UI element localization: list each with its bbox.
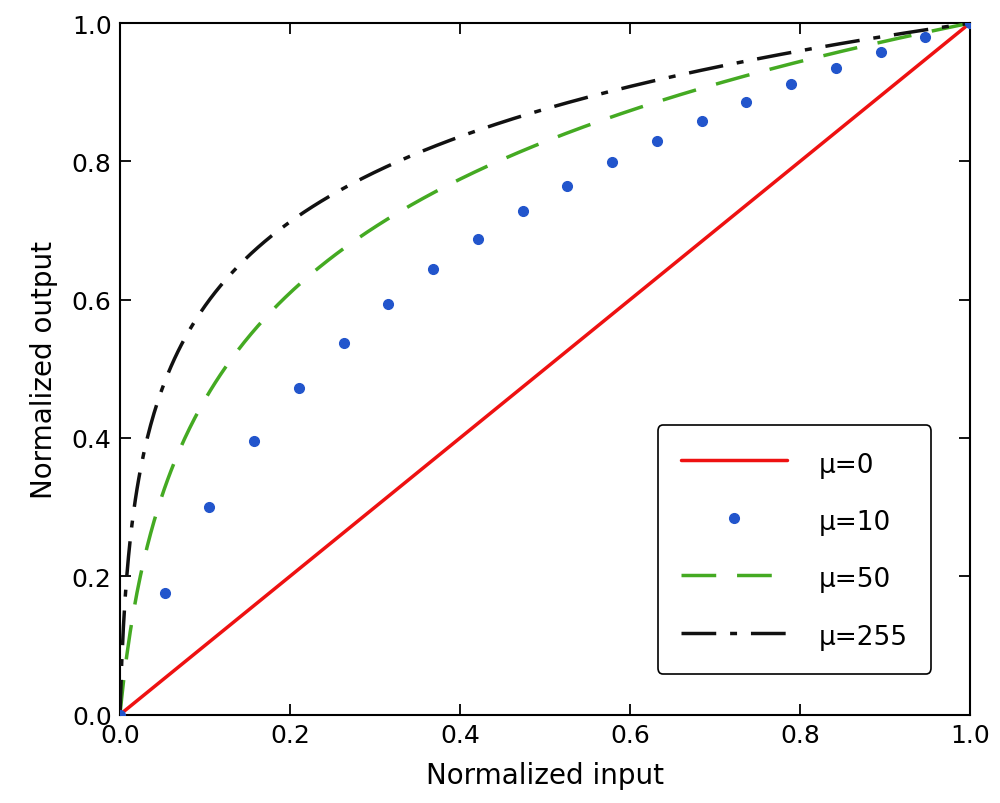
X-axis label: Normalized input: Normalized input xyxy=(426,760,664,789)
Legend: μ=0, μ=10, μ=50, μ=255: μ=0, μ=10, μ=50, μ=255 xyxy=(658,426,931,674)
Y-axis label: Normalized output: Normalized output xyxy=(30,241,58,498)
